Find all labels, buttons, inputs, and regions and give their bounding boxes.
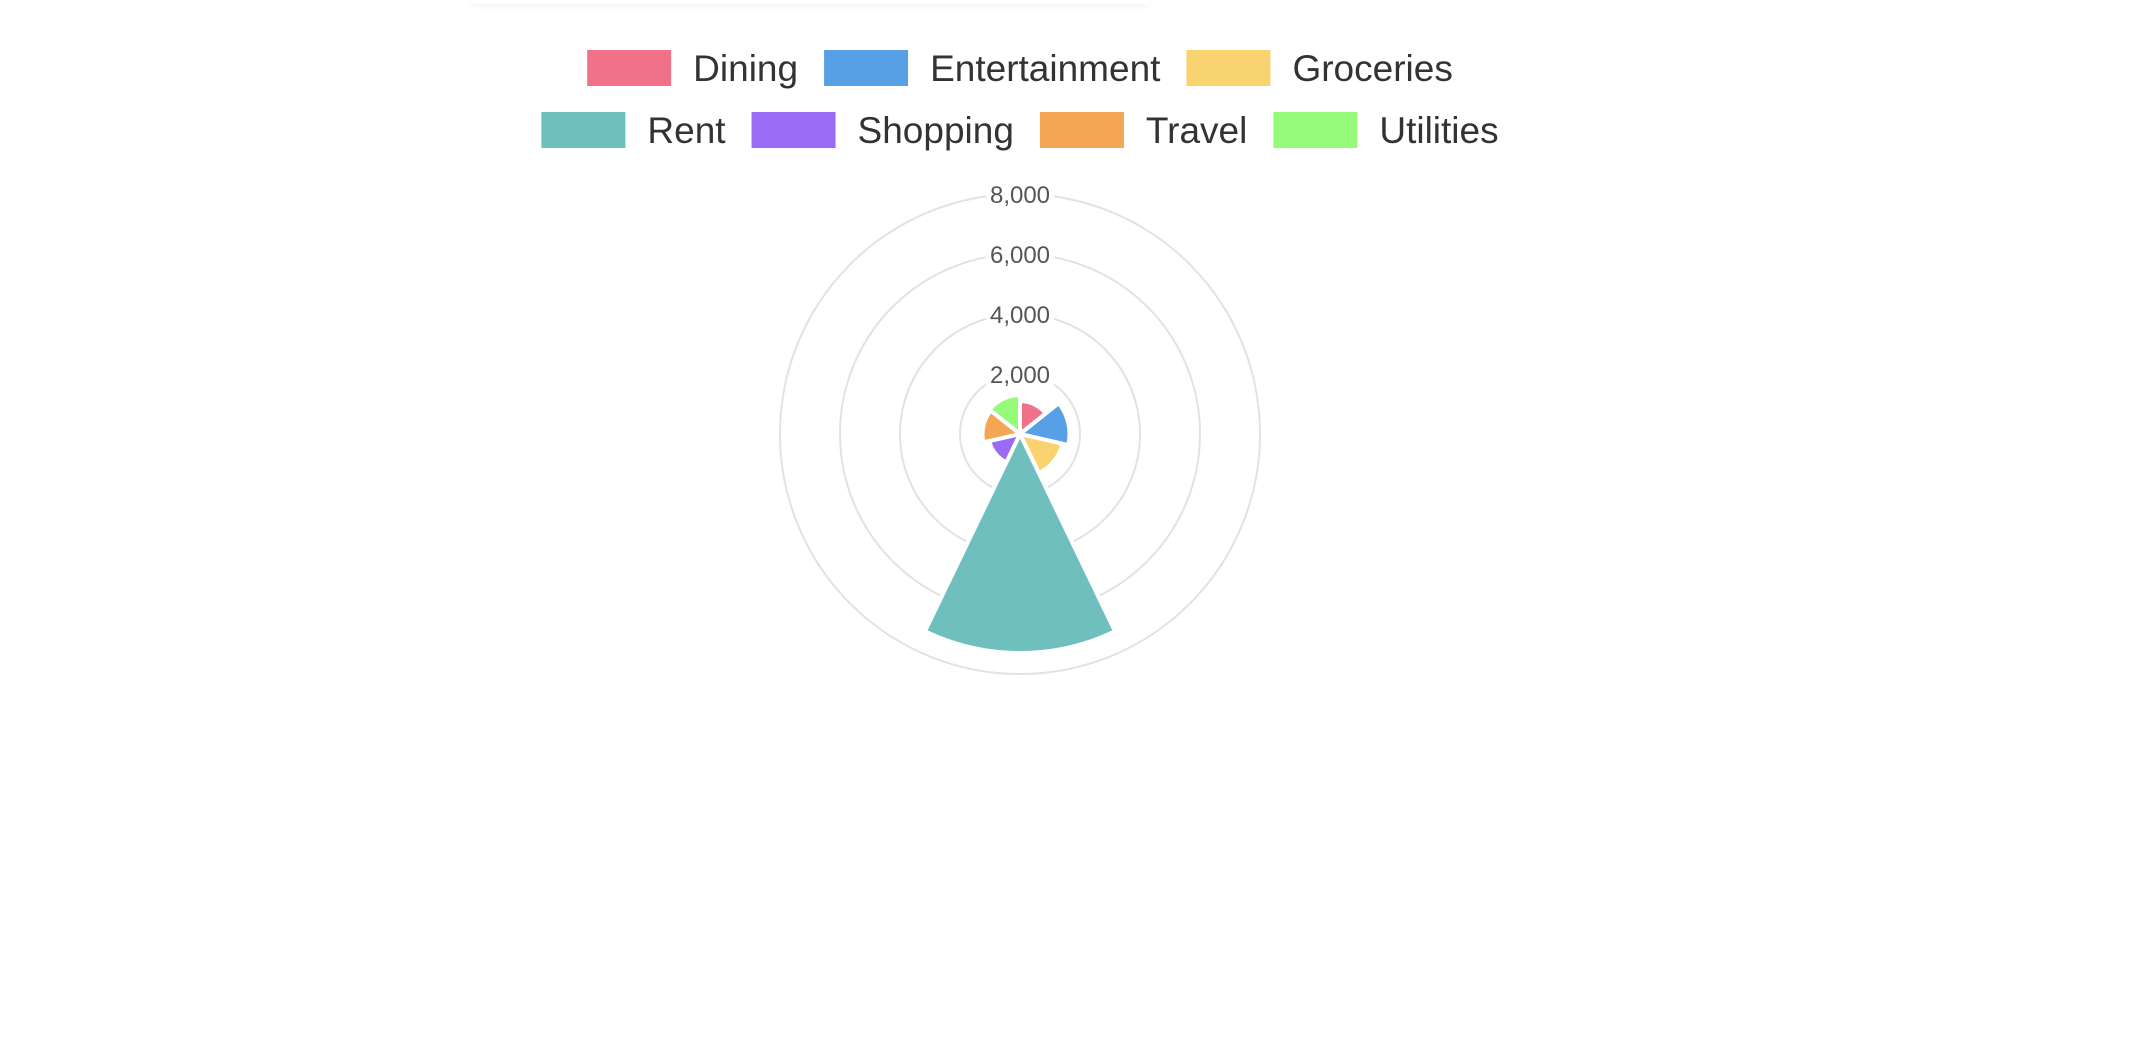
legend-label: Rent [647,110,726,151]
svg-text:4,000: 4,000 [990,302,1050,329]
tick-label-4,000: 4,000 [986,301,1054,329]
legend-label: Entertainment [930,48,1161,89]
slices [922,393,1118,655]
slice-utilities[interactable] [987,393,1022,436]
legend-item-utilities[interactable]: Utilities [1273,110,1499,151]
slice-entertainment[interactable] [1018,401,1072,448]
legend-item-entertainment[interactable]: Entertainment [824,48,1161,89]
legend-item-rent[interactable]: Rent [541,110,726,151]
legend-swatch [1039,112,1124,148]
legend-label: Utilities [1379,110,1498,151]
legend-swatch [587,50,672,86]
legend-item-shopping[interactable]: Shopping [751,110,1014,151]
legend-swatch [1273,112,1358,148]
legend-label: Groceries [1292,48,1452,89]
legend-label: Dining [693,48,798,89]
legend-item-travel[interactable]: Travel [1039,110,1247,151]
legend-label: Shopping [858,110,1014,151]
legend-swatch [824,50,909,86]
legend: Dining Entertainment Groceries Rent Shopping… [541,48,1499,151]
svg-text:6,000: 6,000 [990,242,1050,269]
slice-rent[interactable] [922,432,1118,655]
legend-swatch [541,112,626,148]
legend-swatch [1186,50,1271,86]
tick-label-6,000: 6,000 [986,241,1054,269]
legend-swatch [751,112,836,148]
svg-text:8,000: 8,000 [990,182,1050,209]
tick-label-2,000: 2,000 [986,361,1054,389]
tick-label-8,000: 8,000 [986,181,1054,209]
svg-text:2,000: 2,000 [990,362,1050,389]
legend-item-groceries[interactable]: Groceries [1186,48,1453,89]
legend-item-dining[interactable]: Dining [587,48,798,89]
radial-ticks: 2,000 4,000 6,000 8,000 [986,181,1054,389]
legend-label: Travel [1146,110,1247,151]
